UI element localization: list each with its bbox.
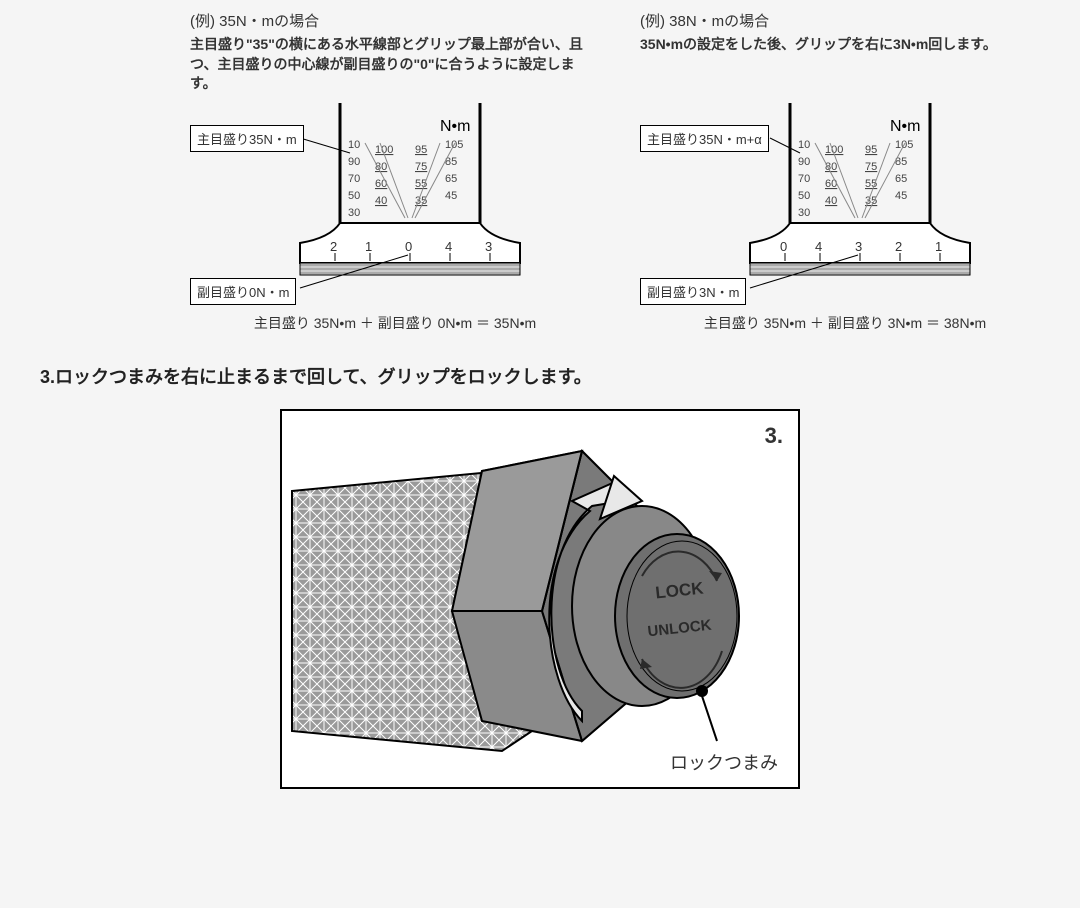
svg-text:45: 45 xyxy=(895,190,907,202)
formula: 主目盛り 35N•m ＋ 副目盛り 3N•m ＝ 38N•m xyxy=(640,313,1050,333)
svg-text:70: 70 xyxy=(798,173,810,185)
unit-label: N•m xyxy=(440,118,470,135)
svg-text:75: 75 xyxy=(865,161,877,173)
svg-text:3: 3 xyxy=(485,239,492,254)
svg-text:1: 1 xyxy=(365,239,372,254)
scale-diagram-38: 10 90 70 50 30 100 80 60 40 95 75 55 35 … xyxy=(640,103,1020,303)
svg-text:55: 55 xyxy=(865,178,877,190)
svg-text:10: 10 xyxy=(348,139,360,151)
svg-text:30: 30 xyxy=(348,207,360,219)
main-scale-label: 主目盛り35N・m+α xyxy=(640,125,769,152)
svg-text:55: 55 xyxy=(415,178,427,190)
svg-text:1: 1 xyxy=(935,239,942,254)
example-title: (例) 38N・mの場合 xyxy=(640,10,1050,31)
svg-text:80: 80 xyxy=(825,161,837,173)
svg-text:N•m: N•m xyxy=(890,118,920,135)
svg-text:95: 95 xyxy=(865,144,877,156)
svg-text:0: 0 xyxy=(405,239,412,254)
svg-text:3: 3 xyxy=(855,239,862,254)
svg-text:2: 2 xyxy=(895,239,902,254)
svg-text:75: 75 xyxy=(415,161,427,173)
example-title: (例) 35N・mの場合 xyxy=(190,10,600,31)
svg-text:95: 95 xyxy=(415,144,427,156)
sub-scale-label: 副目盛り0N・m xyxy=(190,278,296,305)
svg-text:90: 90 xyxy=(348,156,360,168)
svg-text:65: 65 xyxy=(895,173,907,185)
svg-text:80: 80 xyxy=(375,161,387,173)
svg-text:40: 40 xyxy=(825,195,837,207)
svg-text:0: 0 xyxy=(780,239,787,254)
svg-text:4: 4 xyxy=(445,239,452,254)
example-desc: 主目盛り"35"の横にある水平線部とグリップ最上部が合い、且つ、主目盛りの中心線… xyxy=(190,35,600,95)
svg-text:50: 50 xyxy=(798,190,810,202)
sub-scale-label: 副目盛り3N・m xyxy=(640,278,746,305)
svg-text:60: 60 xyxy=(825,178,837,190)
svg-text:60: 60 xyxy=(375,178,387,190)
svg-text:65: 65 xyxy=(445,173,457,185)
formula: 主目盛り 35N•m ＋ 副目盛り 0N•m ＝ 35N•m xyxy=(190,313,600,333)
svg-text:4: 4 xyxy=(815,239,822,254)
svg-text:2: 2 xyxy=(330,239,337,254)
knob-label: ロックつまみ xyxy=(670,749,778,775)
svg-text:30: 30 xyxy=(798,207,810,219)
example-38: (例) 38N・mの場合 35N•mの設定をした後、グリップを右に3N•m回しま… xyxy=(640,10,1050,333)
svg-text:50: 50 xyxy=(348,190,360,202)
svg-text:10: 10 xyxy=(798,139,810,151)
scale-diagram-35: 10 90 70 50 30 100 80 60 40 95 75 55 35 xyxy=(190,103,570,303)
example-35: (例) 35N・mの場合 主目盛り"35"の横にある水平線部とグリップ最上部が合… xyxy=(190,10,600,333)
lock-knob-figure: LOCK UNLOCK 3. ロックつまみ xyxy=(280,409,800,789)
svg-text:90: 90 xyxy=(798,156,810,168)
svg-text:40: 40 xyxy=(375,195,387,207)
svg-text:70: 70 xyxy=(348,173,360,185)
step-3-heading: 3.ロックつまみを右に止まるまで回して、グリップをロックします。 xyxy=(40,363,1050,389)
svg-text:45: 45 xyxy=(445,190,457,202)
figure-number: 3. xyxy=(765,423,783,449)
main-scale-label: 主目盛り35N・m xyxy=(190,125,304,152)
example-desc: 35N•mの設定をした後、グリップを右に3N•m回します。 xyxy=(640,35,1050,95)
